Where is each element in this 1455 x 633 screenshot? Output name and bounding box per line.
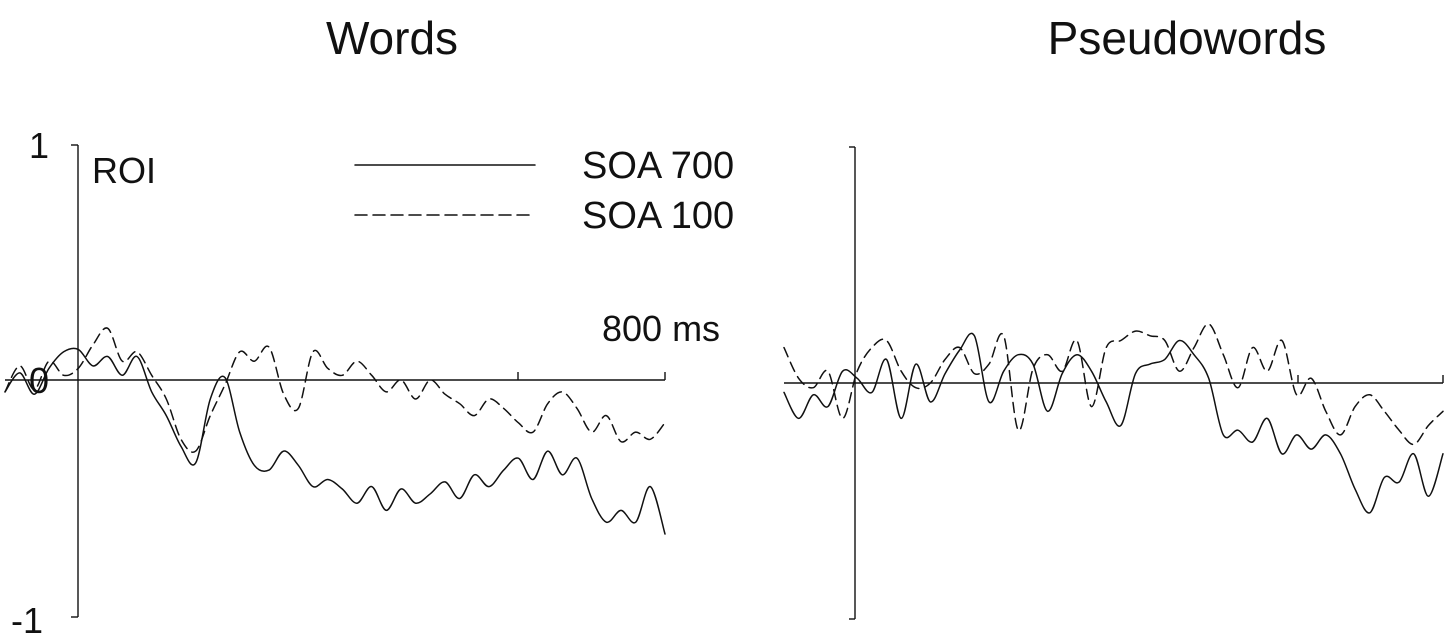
legend: SOA 700 SOA 100	[354, 145, 734, 237]
legend-label-soa100: SOA 100	[582, 195, 734, 237]
panel-pseudowords: Pseudowords	[783, 12, 1444, 620]
words-series-soa700	[4, 347, 666, 535]
words-series-group	[4, 327, 666, 535]
y-tick-label-min: -1	[11, 600, 43, 633]
words-series-soa100	[4, 327, 666, 453]
panel-title-words: Words	[326, 12, 458, 64]
panel-title-pseudowords: Pseudowords	[1048, 12, 1327, 64]
pseudowords-series-soa700	[783, 332, 1444, 514]
y-tick-label-max: 1	[29, 125, 49, 166]
roi-label: ROI	[92, 150, 156, 191]
pseudowords-series-group	[783, 323, 1444, 514]
legend-label-soa700: SOA 700	[582, 145, 734, 187]
panel-words: Words 1 0 -1 ROI 800 ms SOA 700 SOA 100	[4, 12, 734, 633]
time-marker-label: 800 ms	[602, 308, 720, 349]
pseudowords-series-soa100	[783, 323, 1444, 446]
